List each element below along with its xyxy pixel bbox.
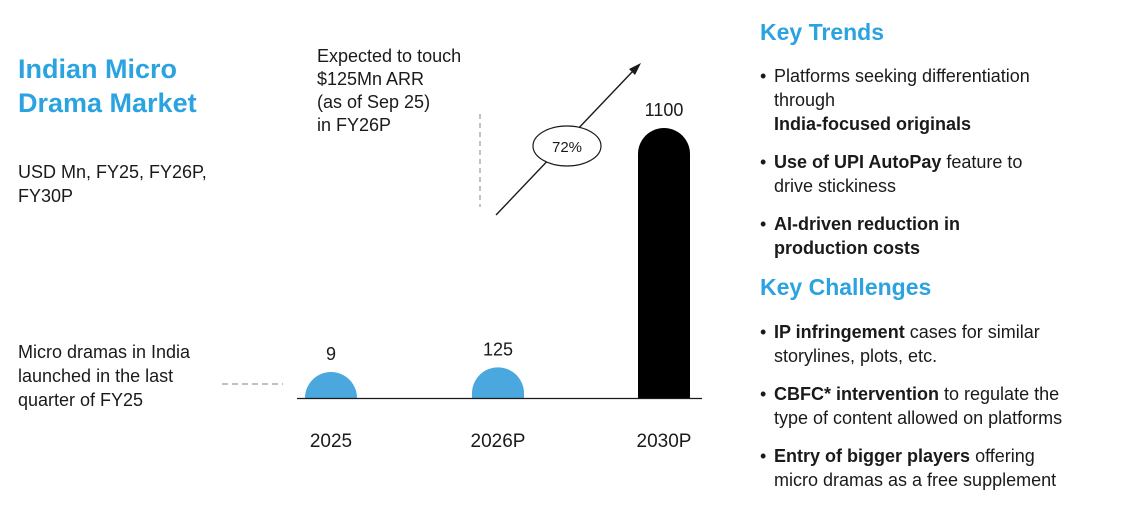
value-label-2026p: 125 (483, 339, 513, 359)
trend-bold-text: production costs (774, 238, 921, 258)
challenge-text: offering (970, 446, 1035, 466)
challenge-item-line: IP infringement cases for similar (774, 320, 1130, 344)
growth-ellipse (532, 125, 602, 167)
note-line-1: Micro dramas in India (18, 342, 191, 362)
annotation-line-1: Expected to touch (317, 46, 462, 66)
challenge-item-line: storylines, plots, etc. (774, 344, 1130, 368)
title-line-2: Drama Market (18, 88, 197, 118)
value-label-2030p: 1100 (645, 100, 684, 120)
annotation-line-4: in FY26P (317, 115, 392, 135)
trend-item-line: through (774, 88, 1130, 112)
annotation-line-3: (as of Sep 25) (317, 92, 431, 112)
challenge-bold-text: CBFC* intervention (774, 384, 940, 404)
key-challenges-list: IP infringement cases for similarstoryli… (760, 320, 1130, 506)
key-trends-heading: Key Trends (760, 19, 884, 45)
challenge-text: to regulate the (939, 384, 1060, 404)
annotation-line-2: $125Mn ARR (317, 69, 425, 89)
trend-text: through (774, 90, 836, 110)
growth-arrow-head (629, 63, 641, 75)
trend-bold-text: India-focused originals (774, 114, 972, 134)
category-label-2026p: 2026P (471, 431, 526, 452)
trend-item: Platforms seeking differentiation through… (760, 64, 1130, 136)
challenge-text: micro dramas as a free supplement (774, 470, 1057, 490)
value-label-2025: 9 (326, 344, 336, 364)
bar-2025 (305, 372, 357, 398)
trend-item-line: drive stickiness (774, 174, 1130, 198)
challenge-text: storylines, plots, etc. (774, 346, 938, 366)
category-label-2025: 2025 (310, 431, 352, 452)
bar-2026p (472, 367, 524, 398)
units-line-1: USD Mn, FY25, FY26P, (18, 162, 207, 182)
trend-text: Platforms seeking differentiation (774, 66, 1030, 86)
growth-label: 72% (552, 139, 582, 156)
key-trends-list: Platforms seeking differentiation through… (760, 64, 1130, 274)
units-line-2: FY30P (18, 186, 74, 206)
bar-2030p (638, 128, 690, 398)
key-challenges-heading: Key Challenges (760, 274, 932, 300)
launch-note: Micro dramas in India launched in the la… (18, 340, 238, 412)
category-label-2030p: 2030P (637, 431, 692, 452)
trend-bold-text: AI-driven reduction in (774, 214, 961, 234)
trend-item-line: AI-driven reduction in (774, 212, 1130, 236)
market-bar-chart: 72% 9 2025 125 2026P 1100 2030P (222, 63, 702, 452)
challenge-item-line: Entry of bigger players offering (774, 444, 1130, 468)
challenge-text: cases for similar (904, 322, 1040, 342)
challenge-item-line: CBFC* intervention to regulate the (774, 382, 1130, 406)
trend-item-line: production costs (774, 236, 1130, 260)
trend-item-line: Use of UPI AutoPay feature to (774, 150, 1130, 174)
challenge-item: IP infringement cases for similarstoryli… (760, 320, 1130, 368)
bars-group: 9 2025 125 2026P 1100 2030P (305, 100, 691, 452)
arr-annotation: Expected to touch $125Mn ARR (as of Sep … (317, 45, 517, 137)
challenge-bold-text: IP infringement (774, 322, 905, 342)
challenge-bold-text: Entry of bigger players (774, 446, 971, 466)
trend-text: feature to (941, 152, 1023, 172)
trend-bold-text: Use of UPI AutoPay (774, 152, 942, 172)
page-title: Indian Micro Drama Market (18, 52, 258, 120)
trend-item: AI-driven reduction in production costs (760, 212, 1130, 260)
note-line-3: quarter of FY25 (18, 390, 144, 410)
challenge-text: type of content allowed on platforms (774, 408, 1063, 428)
challenge-item-line: micro dramas as a free supplement (774, 468, 1130, 492)
note-line-2: launched in the last (18, 366, 174, 386)
trend-text: drive stickiness (774, 176, 897, 196)
title-line-1: Indian Micro (18, 54, 178, 84)
trend-item-line: Platforms seeking differentiation (774, 64, 1130, 88)
trend-item-line: India-focused originals (774, 112, 1130, 136)
challenge-item-line: type of content allowed on platforms (774, 406, 1130, 430)
units-caption: USD Mn, FY25, FY26P, FY30P (18, 160, 258, 208)
